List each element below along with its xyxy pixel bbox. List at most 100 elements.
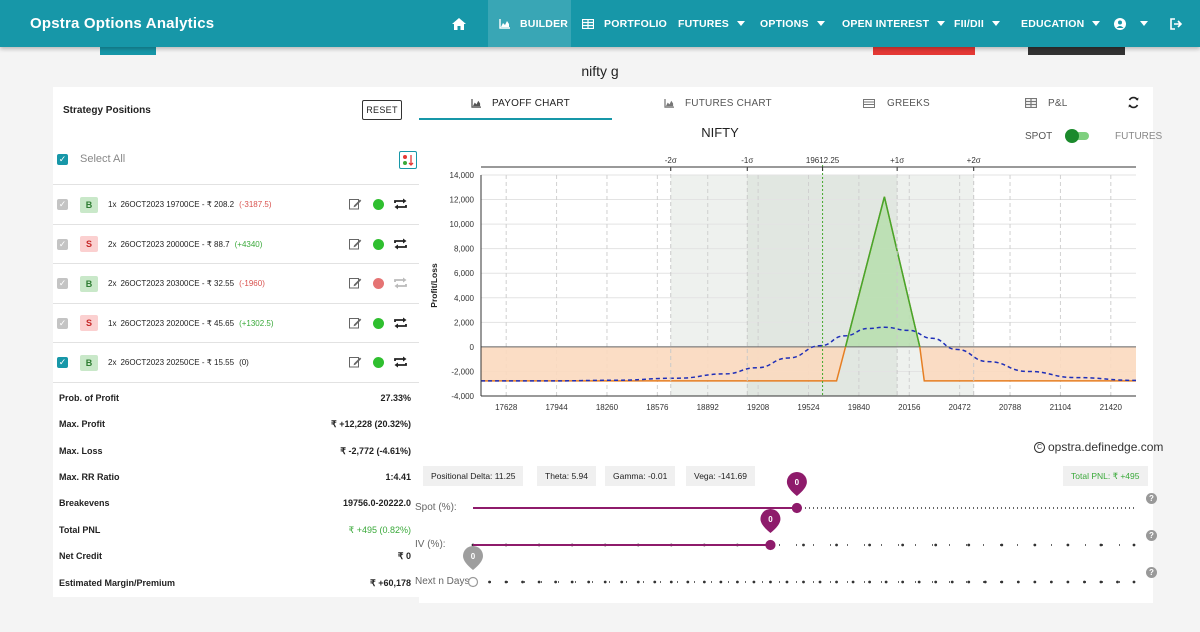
status-dot[interactable] — [373, 238, 384, 250]
side-badge[interactable]: B — [80, 354, 98, 371]
help-icon[interactable]: ? — [1146, 493, 1157, 504]
slider-tick — [818, 580, 822, 584]
hidden-button-strip[interactable] — [873, 47, 975, 55]
home-nav[interactable] — [451, 0, 467, 47]
help-icon[interactable]: ? — [1146, 567, 1157, 578]
slider-label: Next n Days: — [415, 576, 473, 587]
position-pnl: (+1302.5) — [239, 318, 274, 328]
x-tick-label: 18260 — [596, 403, 619, 412]
tab-futures-chart[interactable]: FUTURES CHART — [664, 87, 772, 119]
toggle-spot-label: SPOT — [1025, 131, 1053, 142]
slider-value-pin — [786, 472, 807, 496]
position-checkbox[interactable]: ✓ — [57, 357, 68, 368]
slider-knob — [765, 539, 776, 551]
y-tick-label: 0 — [470, 343, 475, 352]
logout-button[interactable] — [1170, 0, 1183, 47]
side-badge[interactable]: S — [80, 236, 98, 252]
y-tick-label: -4,000 — [451, 392, 474, 401]
slider-value: 0 — [795, 478, 800, 487]
nav-open-interest[interactable]: OPEN INTEREST — [842, 0, 946, 47]
y-axis-title: Profit/Loss — [429, 263, 439, 308]
x-tick-label: 17628 — [495, 403, 518, 412]
position-checkbox[interactable]: ✓ — [57, 317, 68, 329]
help-icon[interactable]: ? — [1146, 530, 1157, 541]
slider-track[interactable]: 0 — [419, 507, 1153, 557]
stat-value: 27.33% — [380, 393, 411, 403]
tab-payoff-chart[interactable]: PAYOFF CHART — [471, 87, 570, 119]
status-dot[interactable] — [373, 199, 384, 210]
y-tick-label: 12,000 — [450, 196, 475, 205]
slider-track[interactable]: 0 — [419, 470, 1153, 520]
sort-icon[interactable] — [399, 151, 417, 169]
swap-icon[interactable] — [393, 198, 408, 212]
stat-value: ₹ -2,772 (-4.61%) — [340, 446, 411, 456]
stat-value: 1:4.41 — [385, 472, 411, 482]
slider-tick — [934, 580, 938, 584]
home-icon — [452, 17, 466, 30]
watermark-text: opstra.definedge.com — [1048, 440, 1164, 454]
edit-icon[interactable] — [349, 277, 362, 291]
position-checkbox[interactable]: ✓ — [57, 238, 68, 250]
nav-account[interactable] — [1114, 0, 1148, 47]
nav-futures-label: FUTURES — [678, 17, 729, 30]
reset-button[interactable]: RESET — [362, 100, 402, 120]
x-axis-title: Underlying Price — [775, 418, 843, 419]
swap-icon[interactable] — [393, 356, 408, 370]
nav-options[interactable]: OPTIONS — [760, 0, 825, 47]
position-checkbox[interactable]: ✓ — [57, 278, 68, 289]
theta-chip: Theta: 5.94 — [537, 466, 597, 486]
tab-greeks[interactable]: GREEKS — [863, 87, 930, 119]
status-dot[interactable] — [373, 317, 384, 329]
payoff-chart[interactable]: 14,000 12,000 10,000 8,000 6,000 4,000 2,000 0 -… — [419, 119, 1153, 419]
sigma-label: -2σ — [665, 156, 677, 165]
brand-title[interactable]: Opstra Options Analytics — [30, 15, 215, 32]
page-title: nifty g — [581, 63, 619, 79]
caret-down-icon — [1140, 21, 1148, 26]
hidden-button-strip[interactable] — [100, 47, 156, 55]
position-checkbox[interactable]: ✓ — [57, 199, 68, 210]
slider-tick — [1066, 543, 1070, 547]
slider-value-pin — [463, 546, 483, 570]
position-pnl: (-3187.5) — [239, 200, 272, 209]
position-qty: 2x — [108, 358, 117, 367]
slider-track[interactable]: 0 — [419, 544, 1153, 594]
slider-tick — [752, 580, 756, 584]
status-dot[interactable] — [373, 357, 384, 368]
slider-tick — [851, 580, 855, 584]
nav-fii-dii-label: FII/DII — [954, 17, 984, 30]
tab-pl[interactable]: P&L — [1025, 87, 1068, 119]
spot-futures-toggle[interactable] — [1065, 129, 1091, 143]
stat-row: Net Credit ₹ 0 — [59, 551, 411, 562]
select-all[interactable]: ✓ Select All — [57, 153, 125, 165]
slider-knob — [467, 576, 479, 588]
side-badge[interactable]: B — [80, 196, 98, 213]
select-all-checkbox[interactable]: ✓ — [57, 153, 68, 165]
sigma-label: +1σ — [890, 156, 904, 165]
slider-tick — [1099, 580, 1103, 584]
side-badge[interactable]: S — [80, 315, 98, 331]
x-tick-label: 19524 — [797, 403, 820, 412]
edit-icon[interactable] — [349, 317, 362, 331]
slider-tick — [1132, 543, 1136, 547]
watermark: C opstra.definedge.com — [1034, 440, 1163, 454]
slider-value: 0 — [768, 515, 773, 524]
x-tick-label: 21104 — [1050, 403, 1072, 412]
slider-tick — [702, 580, 706, 584]
swap-icon[interactable] — [393, 238, 408, 252]
nav-builder[interactable]: BUILDER — [488, 0, 571, 47]
side-badge[interactable]: B — [80, 275, 98, 292]
status-dot[interactable] — [373, 278, 384, 289]
slider-tick — [1116, 580, 1119, 584]
nav-futures[interactable]: FUTURES — [678, 0, 745, 47]
refresh-icon[interactable] — [1127, 96, 1140, 114]
swap-icon[interactable] — [393, 317, 408, 331]
nav-education[interactable]: EDUCATION — [1021, 0, 1101, 47]
edit-icon[interactable] — [349, 198, 362, 212]
nav-portfolio[interactable]: PORTFOLIO — [582, 0, 667, 47]
nav-fii-dii[interactable]: FII/DII — [954, 0, 1000, 47]
hidden-button-strip[interactable] — [1028, 47, 1125, 55]
edit-icon[interactable] — [349, 238, 362, 252]
swap-icon[interactable] — [393, 277, 408, 291]
edit-icon[interactable] — [349, 356, 362, 370]
slider-value: 0 — [471, 552, 476, 561]
